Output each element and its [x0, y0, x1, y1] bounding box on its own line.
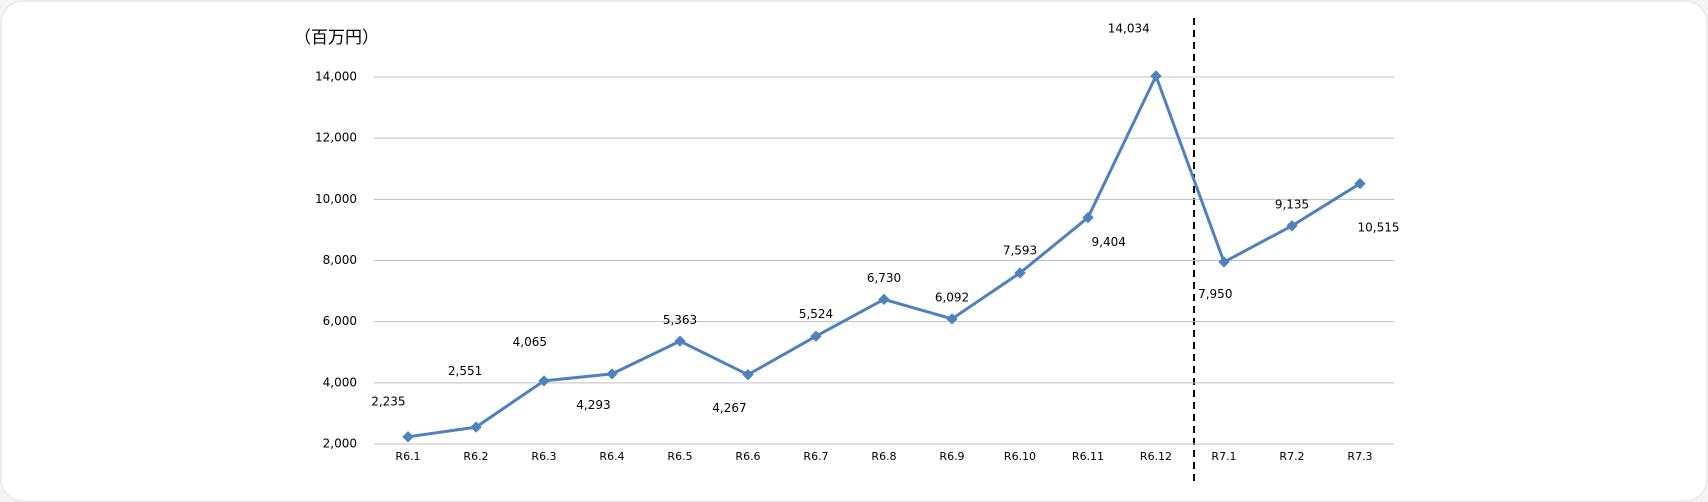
data-label: 5,363 — [663, 313, 697, 327]
x-tick-label: R6.12 — [1140, 450, 1172, 463]
y-tick-label: 4,000 — [323, 375, 357, 389]
data-label: 5,524 — [799, 307, 833, 321]
marker — [1150, 70, 1162, 82]
data-label: 9,404 — [1092, 235, 1126, 249]
marker — [402, 431, 414, 443]
marker — [1218, 256, 1230, 268]
data-label: 4,065 — [513, 335, 547, 349]
data-label: 7,593 — [1003, 244, 1037, 258]
x-tick-label: R6.8 — [871, 450, 896, 463]
marker — [878, 293, 890, 305]
y-tick-label: 12,000 — [315, 131, 357, 145]
y-tick-label: 8,000 — [323, 253, 357, 267]
data-label: 4,267 — [712, 401, 746, 415]
marker — [810, 330, 822, 342]
x-tick-label: R6.11 — [1072, 450, 1104, 463]
x-tick-label: R6.6 — [735, 450, 760, 463]
marker — [1014, 267, 1026, 279]
data-label: 10,515 — [1358, 221, 1400, 235]
x-tick-label: R7.1 — [1211, 450, 1236, 463]
y-tick-label: 6,000 — [323, 314, 357, 328]
data-label: 6,730 — [867, 271, 901, 285]
x-tick-label: R6.5 — [667, 450, 692, 463]
y-tick-label: 14,000 — [315, 70, 357, 84]
marker — [606, 368, 618, 380]
unit-label: （百万円） — [294, 28, 379, 48]
marker — [946, 313, 958, 325]
marker — [1286, 220, 1298, 232]
marker — [674, 335, 686, 347]
marker — [470, 421, 482, 433]
x-tick-label: R6.10 — [1004, 450, 1036, 463]
x-tick-label: R7.3 — [1347, 450, 1372, 463]
data-label: 2,235 — [371, 394, 405, 408]
data-label: 4,293 — [576, 398, 610, 412]
y-tick-label: 10,000 — [315, 192, 357, 206]
marker — [1354, 177, 1366, 190]
x-tick-label: R6.9 — [939, 450, 964, 463]
y-tick-label: 2,000 — [323, 437, 357, 451]
x-tick-label: R6.2 — [463, 450, 488, 463]
marker — [742, 369, 754, 381]
data-label: 7,950 — [1198, 287, 1232, 301]
x-tick-label: R6.4 — [599, 450, 624, 463]
x-tick-label: R7.2 — [1279, 450, 1304, 463]
data-label: 9,135 — [1275, 198, 1309, 212]
data-label: 14,034 — [1108, 22, 1150, 36]
x-tick-label: R6.7 — [803, 450, 828, 463]
x-tick-label: R6.3 — [531, 450, 556, 463]
data-label: 2,551 — [448, 364, 482, 378]
marker — [538, 375, 550, 387]
x-tick-label: R6.1 — [395, 450, 420, 463]
marker — [1082, 211, 1094, 224]
data-label: 6,092 — [935, 291, 969, 305]
